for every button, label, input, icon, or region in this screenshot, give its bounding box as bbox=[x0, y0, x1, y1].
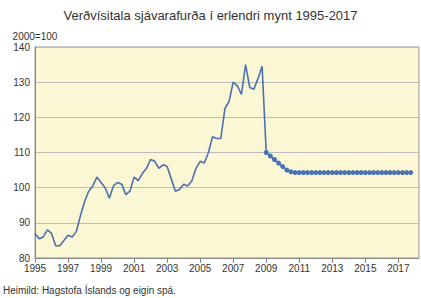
svg-text:140: 140 bbox=[13, 42, 30, 53]
svg-text:100: 100 bbox=[13, 182, 30, 193]
svg-text:120: 120 bbox=[13, 112, 30, 123]
svg-text:2003: 2003 bbox=[156, 263, 179, 274]
svg-text:1999: 1999 bbox=[90, 263, 113, 274]
svg-text:2017: 2017 bbox=[387, 263, 410, 274]
svg-text:2001: 2001 bbox=[123, 263, 146, 274]
svg-text:2013: 2013 bbox=[321, 263, 344, 274]
svg-text:Verðvísitala sjávarafurða í er: Verðvísitala sjávarafurða í erlendri myn… bbox=[63, 8, 357, 23]
svg-text:Heimild: Hagstofa Íslands og e: Heimild: Hagstofa Íslands og eigin spá. bbox=[3, 284, 176, 296]
svg-text:2005: 2005 bbox=[189, 263, 212, 274]
svg-text:2007: 2007 bbox=[222, 263, 245, 274]
svg-text:80: 80 bbox=[18, 252, 30, 264]
svg-text:2000=100: 2000=100 bbox=[13, 31, 58, 42]
svg-text:2011: 2011 bbox=[289, 263, 311, 274]
svg-text:2015: 2015 bbox=[354, 263, 377, 274]
svg-text:90: 90 bbox=[19, 217, 31, 228]
svg-text:130: 130 bbox=[13, 77, 30, 88]
svg-text:110: 110 bbox=[14, 147, 30, 158]
svg-text:1995: 1995 bbox=[24, 263, 47, 274]
svg-text:1997: 1997 bbox=[57, 263, 80, 274]
svg-text:2009: 2009 bbox=[255, 263, 278, 274]
